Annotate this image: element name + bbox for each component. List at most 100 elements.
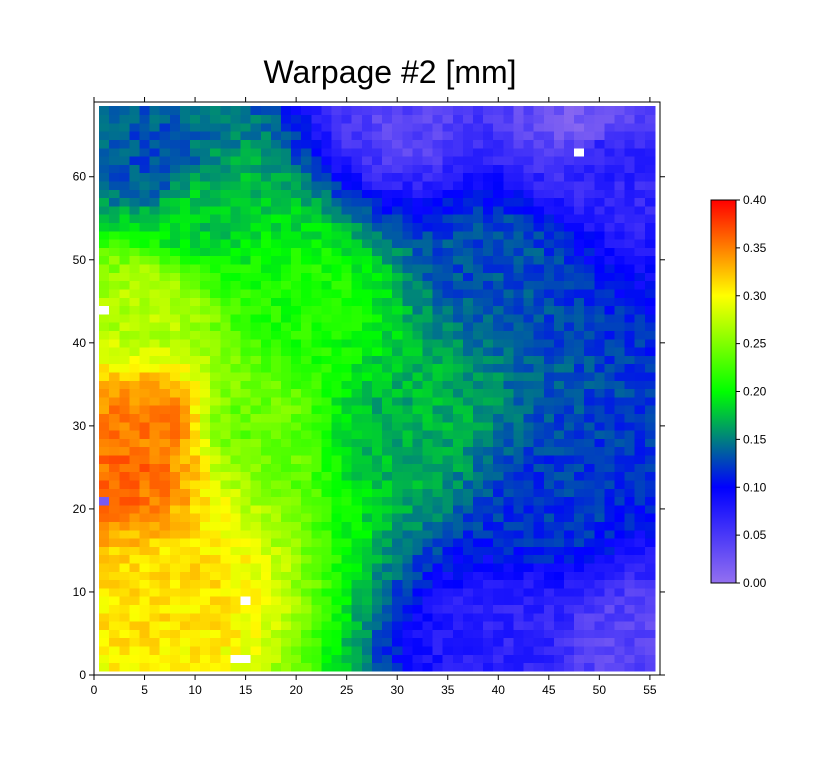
heatmap-cell xyxy=(139,454,151,464)
heatmap-cell xyxy=(563,380,575,390)
heatmap-cell xyxy=(533,180,545,190)
heatmap-cell xyxy=(341,521,353,531)
heatmap-cell xyxy=(513,247,525,257)
heatmap-cell xyxy=(190,363,201,373)
heatmap-cell xyxy=(99,388,110,398)
heatmap-cell xyxy=(200,197,211,207)
heatmap-cell xyxy=(513,471,525,481)
heatmap-cell xyxy=(462,305,474,315)
heatmap-cell xyxy=(574,637,585,647)
heatmap-cell xyxy=(614,438,626,448)
heatmap-cell xyxy=(452,139,464,149)
heatmap-cell xyxy=(220,297,232,307)
heatmap-cell xyxy=(149,131,161,140)
heatmap-cell xyxy=(473,579,484,589)
heatmap-cell xyxy=(392,346,403,356)
heatmap-cell xyxy=(311,621,323,630)
heatmap-cell xyxy=(563,330,575,340)
heatmap-cell xyxy=(422,280,434,290)
heatmap-cell xyxy=(594,205,606,215)
heatmap-cell xyxy=(513,297,525,307)
heatmap-cell xyxy=(200,205,211,215)
heatmap-cell xyxy=(341,562,353,572)
heatmap-cell xyxy=(452,571,464,581)
heatmap-cell xyxy=(483,322,494,331)
heatmap-cell xyxy=(179,355,191,365)
heatmap-cell xyxy=(149,155,161,165)
heatmap-cell xyxy=(533,612,545,622)
heatmap-cell xyxy=(341,621,353,630)
heatmap-cell xyxy=(604,579,616,589)
heatmap-cell xyxy=(179,438,191,448)
heatmap-cell xyxy=(210,247,221,257)
heatmap-cell xyxy=(341,214,353,224)
heatmap-cell xyxy=(594,645,606,655)
heatmap-cell xyxy=(402,371,413,381)
heatmap-cell xyxy=(503,114,515,124)
heatmap-cell xyxy=(361,330,373,340)
heatmap-cell xyxy=(291,430,302,439)
heatmap-cell xyxy=(169,155,181,165)
heatmap-cell xyxy=(311,380,323,390)
heatmap-cell xyxy=(543,421,555,431)
heatmap-cell xyxy=(190,454,201,464)
heatmap-cell xyxy=(351,521,363,531)
heatmap-cell xyxy=(594,346,606,356)
heatmap-cell xyxy=(200,579,211,589)
heatmap-cell xyxy=(422,205,434,215)
heatmap-cell xyxy=(250,521,262,531)
heatmap-cell xyxy=(462,637,474,647)
heatmap-cell xyxy=(614,355,626,365)
heatmap-cell xyxy=(473,554,484,564)
heatmap-cell xyxy=(584,338,595,348)
heatmap-cell xyxy=(129,654,141,664)
heatmap-cell xyxy=(533,197,545,207)
heatmap-cell xyxy=(291,645,302,655)
heatmap-cell xyxy=(169,288,181,298)
heatmap-cell xyxy=(179,180,191,190)
heatmap-cell xyxy=(301,513,312,522)
heatmap-cell xyxy=(331,454,343,464)
heatmap-cell xyxy=(371,504,383,514)
heatmap-cell xyxy=(432,147,444,157)
heatmap-cell xyxy=(371,629,383,639)
heatmap-cell xyxy=(230,272,242,282)
heatmap-cell xyxy=(351,272,363,282)
heatmap-cell xyxy=(291,413,302,423)
heatmap-cell xyxy=(99,496,110,506)
heatmap-cell xyxy=(462,239,474,248)
heatmap-cell xyxy=(402,554,413,564)
heatmap-cell xyxy=(402,504,413,514)
heatmap-cell xyxy=(291,346,302,356)
heatmap-cell xyxy=(179,471,191,481)
heatmap-cell xyxy=(220,222,232,232)
heatmap-cell xyxy=(190,263,201,273)
heatmap-cell xyxy=(169,529,181,539)
heatmap-cell xyxy=(553,155,565,165)
heatmap-cell xyxy=(563,662,575,672)
heatmap-cell xyxy=(220,263,232,273)
heatmap-cell xyxy=(331,629,343,639)
heatmap-cell xyxy=(382,322,393,331)
heatmap-cell xyxy=(260,562,272,572)
heatmap-cell xyxy=(462,380,474,390)
heatmap-cell xyxy=(432,388,444,398)
heatmap-cell xyxy=(210,155,221,165)
heatmap-cell xyxy=(119,280,130,290)
heatmap-cell xyxy=(604,521,616,531)
heatmap-cell xyxy=(533,272,545,282)
heatmap-cell xyxy=(462,197,474,207)
heatmap-cell xyxy=(179,189,191,199)
heatmap-cell xyxy=(473,587,484,597)
heatmap-cell xyxy=(493,363,504,373)
heatmap-cell xyxy=(371,214,383,224)
heatmap-cell xyxy=(483,346,494,356)
heatmap-cell xyxy=(361,421,373,431)
heatmap-cell xyxy=(301,413,312,423)
heatmap-cell xyxy=(139,562,151,572)
heatmap-cell xyxy=(634,438,646,448)
heatmap-cell xyxy=(442,230,454,240)
heatmap-cell xyxy=(341,596,353,606)
heatmap-cell xyxy=(361,413,373,423)
heatmap-cell xyxy=(169,463,181,473)
